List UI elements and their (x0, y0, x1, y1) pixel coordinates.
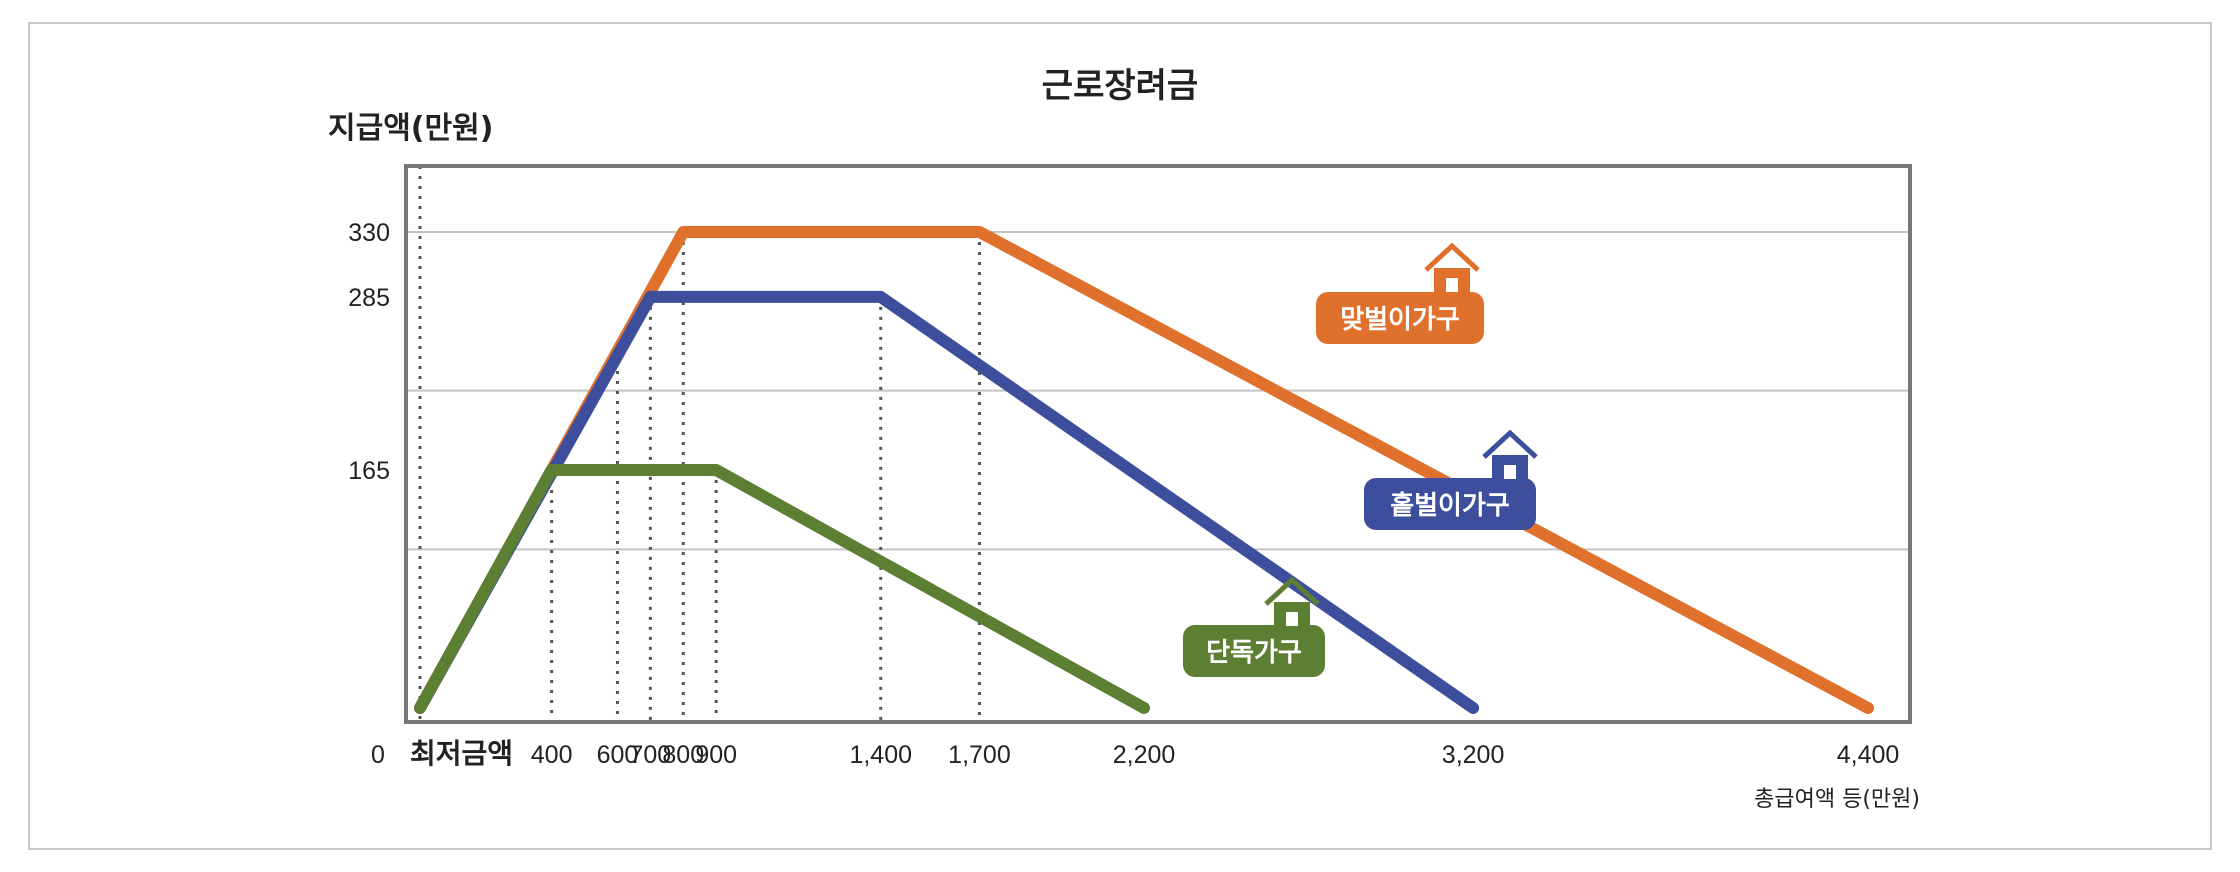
series-layer (414, 226, 1874, 714)
house-roof (1482, 429, 1538, 459)
x-tick-label: 600 (597, 741, 639, 769)
x-tick-label: 800 (662, 741, 704, 769)
house-icon (1482, 429, 1538, 483)
grid-layer (406, 231, 1910, 551)
x-tick-label: 3,200 (1442, 741, 1505, 769)
house-roof (1264, 576, 1320, 606)
chart-frame (28, 22, 2212, 850)
badge-label: 맞벌이가구 (1340, 305, 1460, 335)
y-zero-label: 0 (371, 741, 385, 769)
x-tick-label: 400 (531, 741, 573, 769)
badge-label: 단독가구 (1206, 638, 1302, 668)
badge-label: 홑벌이가구 (1390, 491, 1510, 521)
y-tick-label: 330 (348, 219, 390, 247)
legend-badge: 단독가구 (1183, 576, 1325, 677)
x-tick-label: 1,700 (948, 741, 1011, 769)
y-axis-label: 지급액(만원) (328, 111, 493, 146)
y-tick-label: 165 (348, 457, 390, 485)
y-tick-label: 285 (348, 284, 390, 312)
x-tick-label: 700 (630, 741, 672, 769)
x-min-label: 최저금액 (410, 737, 513, 770)
legend-badge: 맞벌이가구 (1316, 242, 1484, 344)
series-line (414, 464, 1150, 714)
x-tick-label: 1,400 (849, 741, 912, 769)
x-tick-label: 2,200 (1113, 741, 1176, 769)
legend-badge: 홑벌이가구 (1364, 429, 1538, 530)
house-roof (1424, 242, 1480, 272)
badge-box (1316, 292, 1484, 344)
x-tick-label: 900 (695, 741, 737, 769)
chart-title: 근로장려금 (1041, 66, 1199, 106)
house-window (1504, 465, 1516, 479)
guide-layer (418, 166, 981, 722)
house-window (1446, 278, 1458, 292)
x-tick-label: 4,400 (1837, 741, 1900, 769)
house-icon (1264, 576, 1320, 630)
x-axis-label: 총급여액 등(만원) (1754, 787, 1920, 812)
badge-box (1364, 478, 1536, 530)
plot-border-rect (404, 164, 1912, 724)
house-window (1286, 612, 1298, 626)
plot-border (404, 164, 1912, 724)
badge-box (1183, 625, 1325, 677)
house-icon (1424, 242, 1480, 296)
